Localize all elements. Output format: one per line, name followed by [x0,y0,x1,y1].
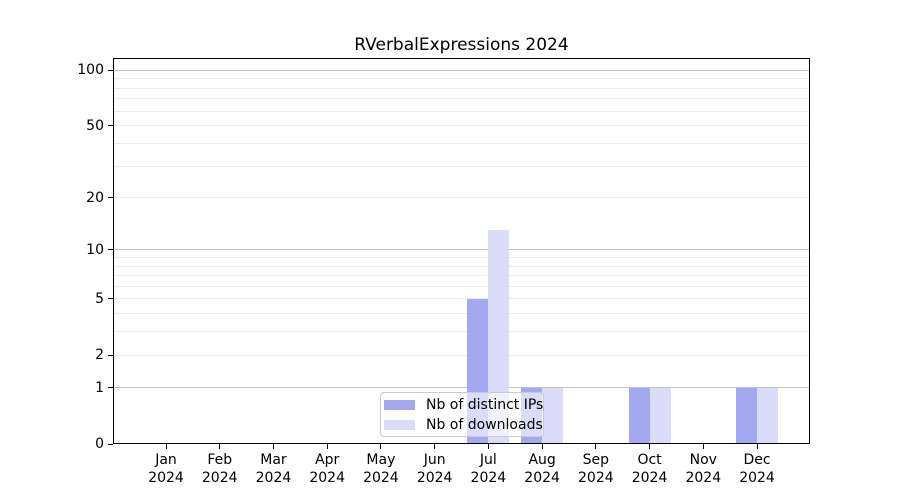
x-tick-label: Feb 2024 [201,452,238,486]
x-tick-label: Jul 2024 [470,452,507,486]
y-tick-label: 10 [86,241,104,258]
y-tick-label: 1 [95,379,104,396]
y-tick-label: 2 [95,347,104,364]
gridline-minor [113,354,810,356]
gridline-minor [113,257,810,259]
gridline-minor [113,165,810,167]
y-tick-label: 100 [77,62,104,79]
x-tick [595,444,597,449]
gridline-major [113,249,810,251]
bar-oct-downloads [649,387,671,444]
x-tick [272,444,274,449]
legend-swatch-downloads-icon [384,419,415,430]
bar-oct-distinct-ips [628,387,650,444]
x-tick-label: Nov 2024 [685,452,722,486]
gridline-minor [113,78,810,80]
gridline-minor [113,110,810,112]
gridline-minor [113,125,810,127]
legend: Nb of distinct IPs Nb of downloads [380,392,544,437]
gridline-major [113,69,810,71]
x-tick [541,444,543,449]
x-tick-label: Jan 2024 [148,452,184,486]
gridline-minor [113,313,810,315]
gridline-minor [113,142,810,144]
x-tick [756,444,758,449]
gridline-minor [113,331,810,333]
x-tick-label: May 2024 [363,452,399,486]
y-tick [108,249,113,251]
gridline-minor [113,275,810,277]
x-tick [165,444,167,449]
x-tick-label: Oct 2024 [631,452,668,486]
x-tick [649,444,651,449]
bar-aug-downloads [542,387,564,444]
gridline-minor [113,98,810,100]
x-tick [380,444,382,449]
x-tick [219,444,221,449]
y-tick [108,125,113,127]
chart-title: RVerbalExpressions 2024 [354,35,569,55]
x-tick [326,444,328,449]
y-tick [108,197,113,199]
x-tick-label: Dec 2024 [739,452,775,486]
y-tick-label: 50 [86,117,104,134]
x-tick-label: Jun 2024 [416,452,453,486]
gridline-minor [113,265,810,267]
y-tick [108,69,113,71]
gridline-minor [113,197,810,199]
x-tick-label: Aug 2024 [524,452,560,486]
x-tick-label: Sep 2024 [578,452,614,486]
y-tick [108,443,113,445]
y-tick-label: 20 [86,189,104,206]
legend-item-distinct-ips: Nb of distinct IPs [384,395,543,415]
y-tick [108,298,113,300]
x-tick [487,444,489,449]
bar-dec-downloads [757,387,779,444]
legend-label-downloads: Nb of downloads [426,416,543,433]
x-tick [434,444,436,449]
legend-swatch-distinct-ips-icon [384,399,415,410]
legend-item-downloads: Nb of downloads [384,415,543,435]
y-tick [108,387,113,389]
gridline-minor [113,298,810,300]
plot-area [113,58,810,444]
y-tick-label: 5 [95,290,104,307]
bar-dec-distinct-ips [736,387,758,444]
y-tick-label: 0 [95,436,104,452]
gridline-major [113,387,810,389]
bar-jul-downloads [488,230,510,444]
y-tick [108,354,113,356]
x-tick-label: Mar 2024 [255,452,292,486]
gridline-minor [113,285,810,287]
x-tick [702,444,704,449]
gridline-minor [113,87,810,89]
x-tick-label: Apr 2024 [309,452,345,486]
legend-label-distinct-ips: Nb of distinct IPs [426,396,544,413]
